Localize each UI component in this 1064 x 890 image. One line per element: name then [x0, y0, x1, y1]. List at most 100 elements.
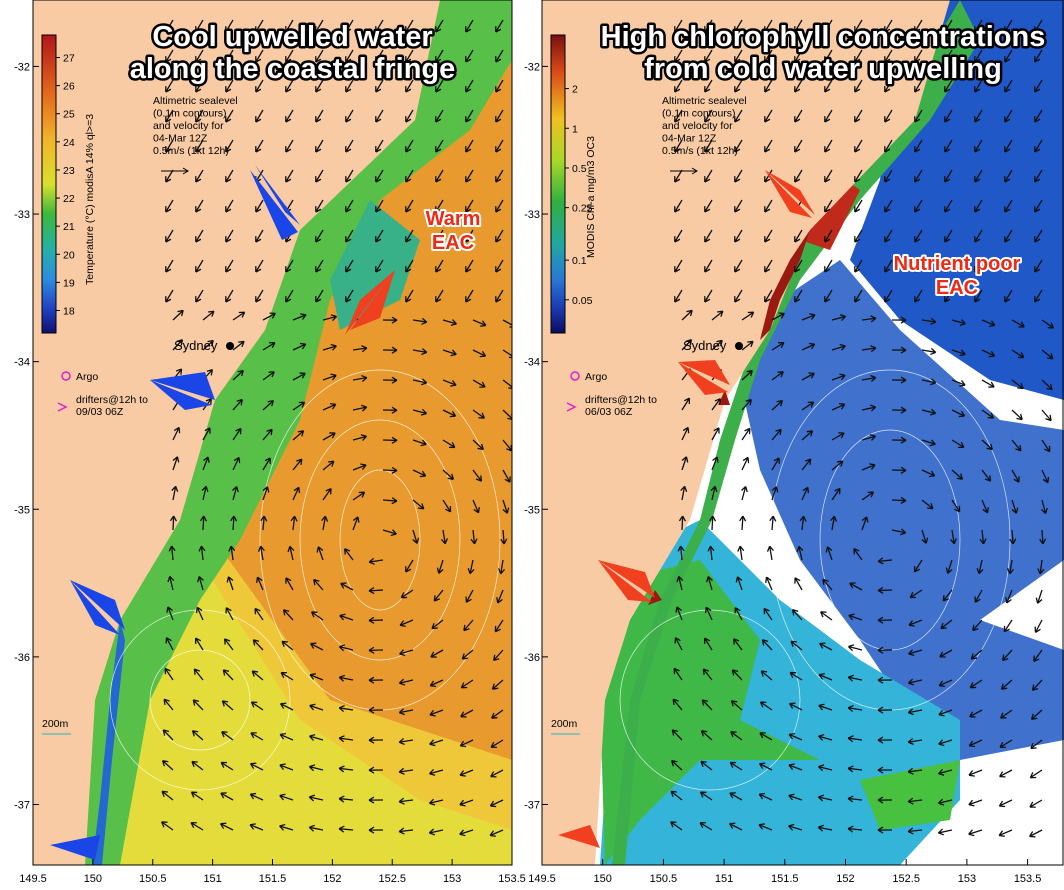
drifter-label: drifters@12h to — [76, 394, 148, 406]
drifter-label: 06/03 06Z — [585, 406, 633, 418]
current-arrow — [345, 229, 354, 243]
current-arrow — [824, 19, 833, 33]
lon-tick-label: 152 — [836, 873, 854, 885]
current-arrow — [824, 109, 833, 123]
current-arrow — [338, 795, 354, 803]
current-arrow — [285, 289, 294, 303]
current-arrow — [861, 315, 877, 323]
colorbar-tick-label: 2 — [572, 84, 578, 96]
colorbar-tick-label: 20 — [63, 249, 75, 261]
current-arrow — [255, 289, 264, 303]
colorbar-label: MODIS Chl-a mg/m3 OC3 — [585, 136, 597, 258]
current-arrow — [730, 700, 743, 711]
current-arrow — [472, 349, 487, 358]
current-arrow — [375, 259, 384, 273]
current-arrow — [1040, 499, 1048, 515]
current-arrow — [472, 379, 486, 388]
current-arrow — [877, 736, 893, 744]
current-arrow — [831, 373, 846, 381]
current-arrow — [944, 49, 953, 63]
current-arrow — [262, 312, 276, 321]
current-arrow — [968, 769, 983, 777]
current-arrow — [734, 169, 743, 183]
current-arrow — [741, 456, 750, 471]
current-arrow — [884, 289, 893, 303]
current-arrow — [285, 109, 294, 123]
current-arrow — [734, 607, 743, 621]
current-arrow — [165, 19, 174, 33]
current-arrow — [921, 529, 929, 544]
current-arrow — [728, 822, 743, 831]
current-arrow — [459, 799, 474, 807]
current-arrow — [1011, 409, 1023, 421]
current-arrow — [255, 109, 264, 123]
current-arrow — [165, 79, 174, 93]
current-arrow — [944, 109, 953, 123]
current-arrow — [909, 589, 923, 599]
current-arrow — [495, 49, 504, 63]
current-arrow — [974, 79, 983, 93]
panel-title: from cold water upwelling — [644, 53, 1002, 85]
current-arrow — [165, 49, 174, 63]
sealevel-note: 0.5m/s (1kt 12h) — [153, 145, 229, 157]
current-arrow — [198, 545, 206, 561]
current-arrow — [702, 668, 713, 681]
current-arrow — [399, 619, 414, 627]
current-arrow — [764, 259, 773, 273]
current-arrow — [884, 79, 893, 93]
lon-tick-label: 153.5 — [1014, 873, 1042, 885]
current-arrow — [400, 589, 414, 599]
current-arrow — [764, 79, 773, 93]
current-arrow — [729, 761, 743, 771]
current-arrow — [440, 529, 448, 545]
current-arrow — [465, 199, 474, 213]
current-arrow — [1035, 589, 1043, 604]
current-arrow — [225, 79, 234, 93]
lon-tick-label: 153.5 — [498, 873, 526, 885]
current-arrow — [949, 529, 957, 545]
current-arrow — [674, 289, 683, 303]
current-arrow — [674, 19, 683, 33]
current-arrow — [968, 829, 983, 837]
current-arrow — [461, 649, 474, 660]
colorbar-tick-label: 27 — [63, 52, 75, 64]
current-arrow — [405, 229, 414, 243]
current-arrow — [704, 19, 713, 33]
colorbar-tick-label: 26 — [63, 81, 75, 93]
current-arrow — [1041, 349, 1054, 360]
panel-title: along the coastal fringe — [130, 53, 456, 85]
current-arrow — [322, 343, 337, 351]
lat-tick-label: -34 — [14, 357, 30, 369]
current-arrow — [315, 109, 324, 123]
current-arrow — [309, 703, 324, 711]
current-arrow — [801, 401, 815, 411]
current-arrow — [921, 439, 936, 447]
current-arrow — [711, 339, 723, 351]
current-arrow — [981, 379, 995, 388]
current-arrow — [225, 229, 234, 243]
current-arrow — [250, 701, 264, 711]
current-arrow — [310, 642, 324, 651]
current-arrow — [801, 342, 816, 351]
lon-tick-label: 153 — [958, 873, 976, 885]
current-arrow — [494, 619, 504, 633]
current-arrow — [951, 469, 964, 480]
current-arrow — [221, 700, 234, 711]
current-arrow — [435, 199, 444, 213]
current-arrow — [262, 371, 275, 381]
current-arrow — [313, 578, 324, 591]
current-arrow — [195, 19, 204, 33]
current-arrow — [526, 620, 533, 632]
current-arrow — [195, 109, 204, 123]
current-arrow — [1004, 229, 1013, 243]
lat-tick-label: -36 — [14, 652, 30, 664]
current-arrow — [435, 289, 444, 303]
current-arrow — [981, 469, 992, 482]
current-arrow — [1004, 19, 1013, 33]
current-arrow — [771, 428, 782, 441]
current-arrow — [769, 515, 777, 531]
current-arrow — [526, 290, 533, 302]
current-arrow — [199, 515, 208, 531]
current-arrow — [1033, 649, 1043, 662]
current-arrow — [195, 199, 204, 213]
